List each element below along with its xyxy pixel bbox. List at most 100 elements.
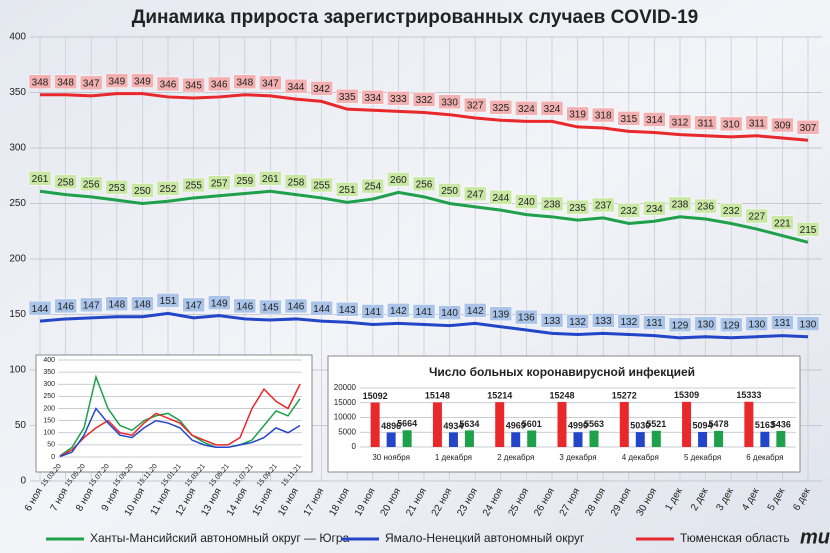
data-label: 327 <box>467 101 484 112</box>
data-label-box <box>131 73 154 88</box>
bar <box>744 401 754 447</box>
data-label: 240 <box>518 197 535 208</box>
y-tick-label: 350 <box>9 87 26 98</box>
data-label-box <box>540 313 564 328</box>
data-label-box <box>591 107 615 123</box>
data-label: 130 <box>697 319 714 330</box>
data-label: 261 <box>32 174 49 185</box>
data-label: 260 <box>390 175 407 186</box>
data-label-box <box>310 300 333 316</box>
series-line <box>39 311 809 340</box>
x-tick-label: 3 декабря <box>559 453 596 462</box>
data-label-box <box>796 222 820 237</box>
data-label-box <box>694 198 717 214</box>
data-label-box <box>438 305 461 320</box>
data-label-box <box>540 196 564 212</box>
data-label-box <box>79 297 103 313</box>
y-tick-label: 250 <box>9 198 26 209</box>
bar <box>698 431 708 447</box>
data-label: 142 <box>467 306 484 317</box>
data-label-box <box>156 293 180 308</box>
data-label-box <box>156 181 180 196</box>
data-label: 333 <box>390 94 407 105</box>
data-label-box <box>591 197 615 213</box>
data-label-box <box>771 315 794 330</box>
x-tick-label: 30 ноября <box>372 453 410 462</box>
data-label: 5163 <box>755 420 775 430</box>
data-label-box <box>515 194 538 209</box>
data-label: 256 <box>416 179 433 190</box>
data-label: 232 <box>620 206 637 217</box>
data-label-box <box>54 174 77 189</box>
y-tick-label: 250 <box>43 393 55 400</box>
data-label: 145 <box>262 303 279 314</box>
bar <box>760 431 770 447</box>
data-label: 342 <box>313 84 330 95</box>
y-tick-label: 20000 <box>334 383 357 392</box>
data-label: 307 <box>800 123 817 134</box>
bar <box>402 430 412 447</box>
data-label: 258 <box>288 177 305 188</box>
y-tick-label: 100 <box>9 365 26 376</box>
y-tick-label: 400 <box>9 32 26 43</box>
bar <box>386 432 396 447</box>
data-label: 141 <box>364 307 381 318</box>
y-tick-label: 0 <box>51 454 55 461</box>
data-label: 332 <box>416 95 433 106</box>
data-label: 253 <box>108 183 125 194</box>
bar <box>370 402 380 447</box>
data-label-box <box>796 316 820 331</box>
bar <box>651 430 661 447</box>
data-label: 255 <box>313 181 330 192</box>
data-label: 309 <box>774 121 791 132</box>
data-label: 255 <box>185 181 202 192</box>
data-label: 234 <box>646 204 663 215</box>
bar <box>682 401 692 447</box>
data-label-box <box>335 88 359 104</box>
data-label-box <box>540 101 564 116</box>
data-label: 314 <box>646 115 663 126</box>
data-label: 131 <box>646 318 663 329</box>
data-label: 4896 <box>381 421 401 431</box>
data-label: 348 <box>32 77 49 88</box>
data-label-box <box>566 314 589 329</box>
data-label: 346 <box>211 80 228 91</box>
data-label: 319 <box>569 110 586 121</box>
data-label-box <box>463 97 487 113</box>
y-tick-label: 10000 <box>334 413 357 422</box>
data-label: 236 <box>697 202 714 213</box>
y-tick-label: 0 <box>352 442 357 451</box>
data-label: 149 <box>211 298 228 309</box>
data-label-box <box>771 215 794 230</box>
series-line <box>59 407 301 458</box>
bar <box>589 430 599 447</box>
bar <box>448 432 458 447</box>
data-label: 349 <box>134 76 151 87</box>
data-label-box <box>719 116 743 132</box>
y-tick-label: 15000 <box>334 398 357 407</box>
inset-title: Число больных коронавирусной инфекцией <box>429 365 695 379</box>
x-tick-label: 1 декабря <box>435 453 472 462</box>
data-label: 324 <box>518 104 535 115</box>
data-label: 349 <box>108 76 125 87</box>
data-label: 15214 <box>487 390 512 400</box>
data-label-box <box>361 90 385 105</box>
data-label: 334 <box>364 93 381 104</box>
data-label: 232 <box>723 206 740 217</box>
data-label: 311 <box>698 118 714 129</box>
data-label-box <box>28 171 52 186</box>
data-label: 147 <box>185 300 202 311</box>
data-label-box <box>54 74 77 89</box>
data-label-box <box>643 112 666 127</box>
y-tick-label: 150 <box>9 309 26 320</box>
legend-label: Ханты-Мансийский автономный округ — Югра <box>90 531 350 545</box>
data-label-box <box>668 114 692 129</box>
data-label-box <box>796 119 820 135</box>
data-label: 235 <box>569 203 586 214</box>
data-label-box <box>771 117 794 133</box>
y-tick-label: 50 <box>47 442 55 449</box>
data-label-box <box>28 74 52 89</box>
data-label: 257 <box>211 178 228 189</box>
data-label-box <box>182 177 205 193</box>
data-label: 148 <box>108 299 125 310</box>
